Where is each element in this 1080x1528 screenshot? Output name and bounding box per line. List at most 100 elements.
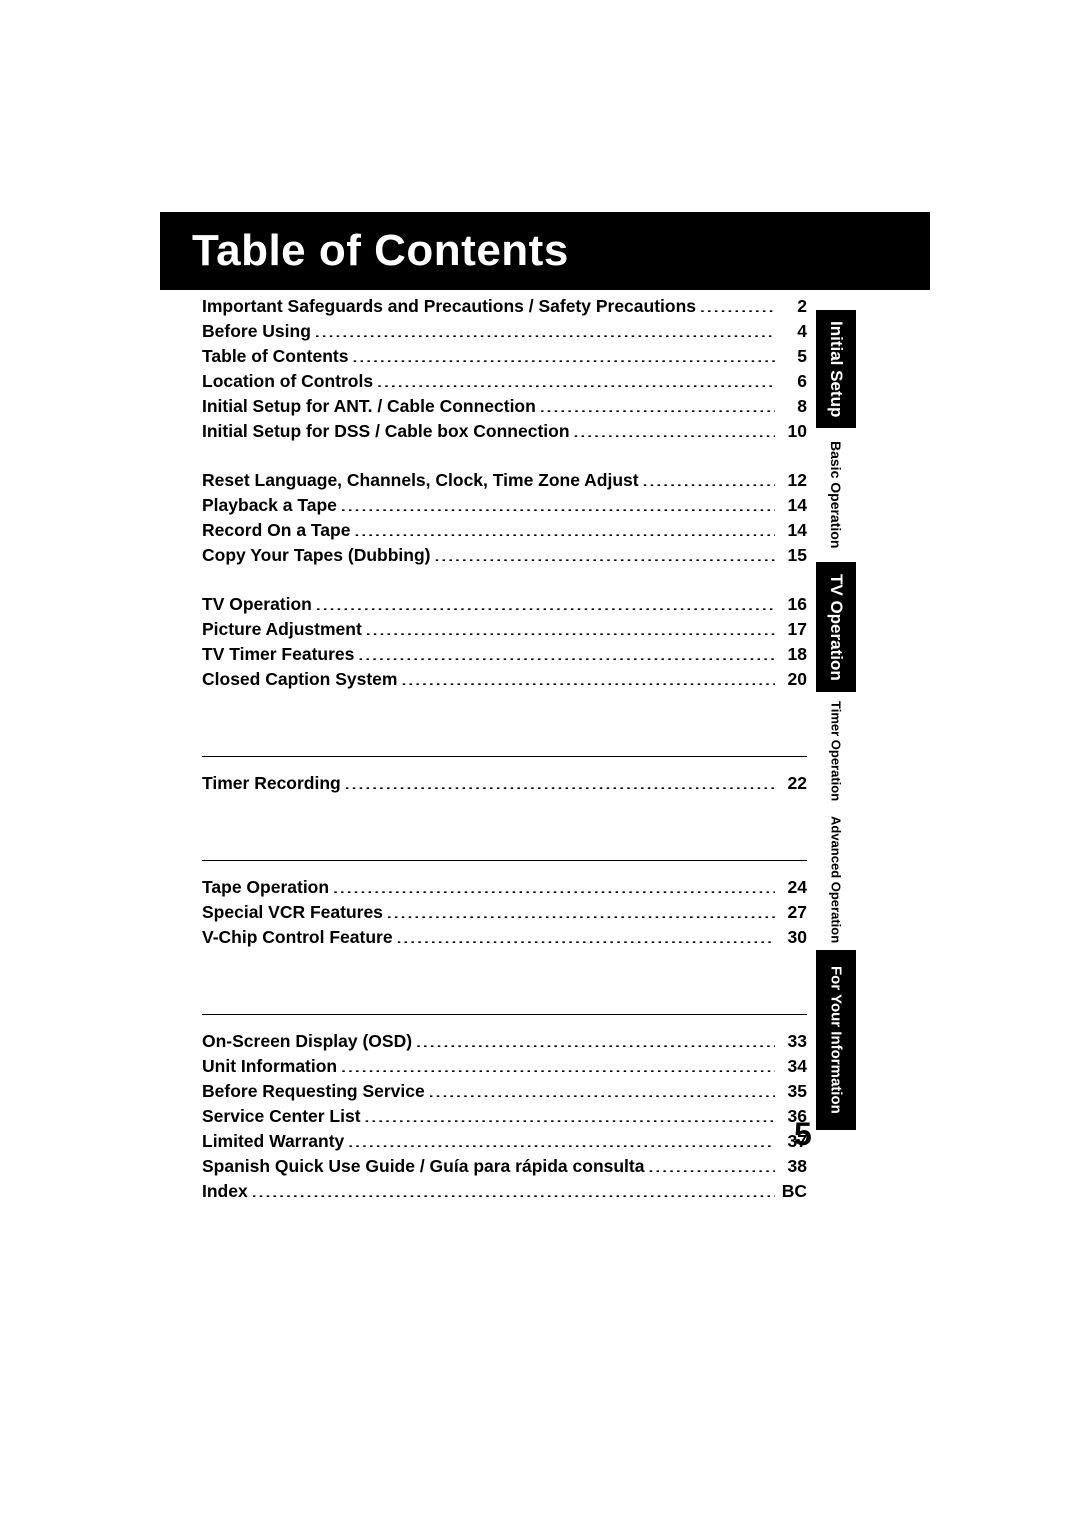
toc-leader — [341, 1055, 775, 1073]
page: Table of Contents Important Safeguards a… — [0, 0, 1080, 1528]
toc-leader — [352, 345, 775, 363]
toc-entry-label: Important Safeguards and Precautions / S… — [202, 294, 696, 319]
toc-entry-page: 15 — [779, 543, 807, 568]
toc-leader — [348, 1130, 775, 1148]
toc-entry-label: Initial Setup for DSS / Cable box Connec… — [202, 419, 570, 444]
toc-row: Important Safeguards and Precautions / S… — [202, 294, 807, 319]
toc-row: Service Center List36 — [202, 1104, 807, 1129]
section-tab-label: For Your Information — [828, 966, 845, 1114]
title-bar: Table of Contents — [160, 212, 930, 290]
toc-leader — [397, 926, 775, 944]
toc-row: Copy Your Tapes (Dubbing) 15 — [202, 543, 807, 568]
toc-entry-page: 8 — [779, 394, 807, 419]
toc-row: Before Using 4 — [202, 319, 807, 344]
toc-row: Playback a Tape14 — [202, 493, 807, 518]
toc-row: Before Requesting Service 35 — [202, 1079, 807, 1104]
toc-entry-label: Timer Recording — [202, 771, 341, 796]
toc-row: Spanish Quick Use Guide / Guía para rápi… — [202, 1154, 807, 1179]
toc-leader — [252, 1180, 775, 1198]
toc-leader — [345, 772, 775, 790]
toc-entry-page: 35 — [779, 1079, 807, 1104]
section-tab-label: TV Operation — [826, 574, 846, 681]
toc-entry-page: 22 — [779, 771, 807, 796]
toc-leader — [366, 618, 775, 636]
toc-row: Timer Recording 22 — [202, 771, 807, 796]
toc-leader — [365, 1105, 775, 1123]
toc-entry-page: 2 — [779, 294, 807, 319]
section-tab-label: Basic Operation — [828, 441, 844, 548]
toc-leader — [574, 420, 775, 438]
toc-entry-page: 24 — [779, 875, 807, 900]
toc-entry-label: Location of Controls — [202, 369, 373, 394]
toc-entry-page: 33 — [779, 1029, 807, 1054]
toc-entry-label: Limited Warranty — [202, 1129, 344, 1154]
toc-row: Special VCR Features27 — [202, 900, 807, 925]
toc-entry-label: Before Using — [202, 319, 311, 344]
section-tab: Advanced Operation — [816, 810, 856, 950]
toc-entry-label: V-Chip Control Feature — [202, 925, 393, 950]
toc-entry-label: Picture Adjustment — [202, 617, 362, 642]
toc-entry-page: 14 — [779, 518, 807, 543]
toc-entry-page: 10 — [779, 419, 807, 444]
toc-row: Limited Warranty37 — [202, 1129, 807, 1154]
page-number: 5 — [794, 1116, 812, 1153]
toc-entry-page: 18 — [779, 642, 807, 667]
toc-leader — [700, 295, 775, 313]
toc-entry-label: Copy Your Tapes (Dubbing) — [202, 543, 430, 568]
toc-entry-page: BC — [779, 1179, 807, 1204]
toc-leader — [648, 1155, 775, 1173]
toc-leader — [377, 370, 775, 388]
toc-entry-label: On-Screen Display (OSD) — [202, 1029, 412, 1054]
toc-leader — [429, 1080, 775, 1098]
toc-leader — [341, 494, 775, 512]
toc-row: On-Screen Display (OSD) 33 — [202, 1029, 807, 1054]
toc-leader — [333, 876, 775, 894]
toc-leader — [358, 643, 775, 661]
toc-entry-page: 17 — [779, 617, 807, 642]
toc-entry-label: Reset Language, Channels, Clock, Time Zo… — [202, 468, 639, 493]
toc-row: Initial Setup for ANT. / Cable Connectio… — [202, 394, 807, 419]
toc-entry-label: Initial Setup for ANT. / Cable Connectio… — [202, 394, 536, 419]
toc-entry-page: 38 — [779, 1154, 807, 1179]
toc-row: Closed Caption System 20 — [202, 667, 807, 692]
toc-entry-label: TV Timer Features — [202, 642, 354, 667]
section-tab-label: Initial Setup — [826, 321, 846, 417]
toc-entry-label: Spanish Quick Use Guide / Guía para rápi… — [202, 1154, 644, 1179]
toc-leader — [387, 901, 775, 919]
toc-row: V-Chip Control Feature 30 — [202, 925, 807, 950]
toc-leader — [315, 320, 775, 338]
section-tab-label: Advanced Operation — [829, 816, 844, 943]
toc-leader — [354, 519, 775, 537]
toc-entry-page: 27 — [779, 900, 807, 925]
toc-leader — [434, 544, 775, 562]
side-tabs: Initial Setup Basic Operation TV Operation… — [816, 310, 856, 1130]
toc-row: Initial Setup for DSS / Cable box Connec… — [202, 419, 807, 444]
toc-entry-page: 4 — [779, 319, 807, 344]
toc-entry-page: 30 — [779, 925, 807, 950]
toc-entry-label: TV Operation — [202, 592, 312, 617]
section-divider — [202, 860, 807, 861]
toc-entry-label: Unit Information — [202, 1054, 337, 1079]
section-divider — [202, 756, 807, 757]
toc-row: TV Operation16 — [202, 592, 807, 617]
toc-entry-label: Closed Caption System — [202, 667, 397, 692]
toc-entry-label: Service Center List — [202, 1104, 361, 1129]
toc-row: Unit Information 34 — [202, 1054, 807, 1079]
toc-row: Location of Controls6 — [202, 369, 807, 394]
section-tab: Basic Operation — [816, 428, 856, 562]
toc-body: Important Safeguards and Precautions / S… — [202, 294, 807, 1204]
toc-entry-label: Index — [202, 1179, 248, 1204]
toc-leader — [401, 668, 775, 686]
toc-entry-page: 20 — [779, 667, 807, 692]
toc-entry-label: Tape Operation — [202, 875, 329, 900]
toc-leader — [643, 469, 775, 487]
toc-entry-label: Before Requesting Service — [202, 1079, 425, 1104]
toc-entry-page: 34 — [779, 1054, 807, 1079]
toc-row: Table of Contents5 — [202, 344, 807, 369]
toc-row: Picture Adjustment 17 — [202, 617, 807, 642]
section-tab-label: Timer Operation — [829, 701, 844, 801]
toc-entry-page: 14 — [779, 493, 807, 518]
section-tab: Initial Setup — [816, 310, 856, 428]
toc-row: Record On a Tape 14 — [202, 518, 807, 543]
toc-entry-label: Record On a Tape — [202, 518, 350, 543]
